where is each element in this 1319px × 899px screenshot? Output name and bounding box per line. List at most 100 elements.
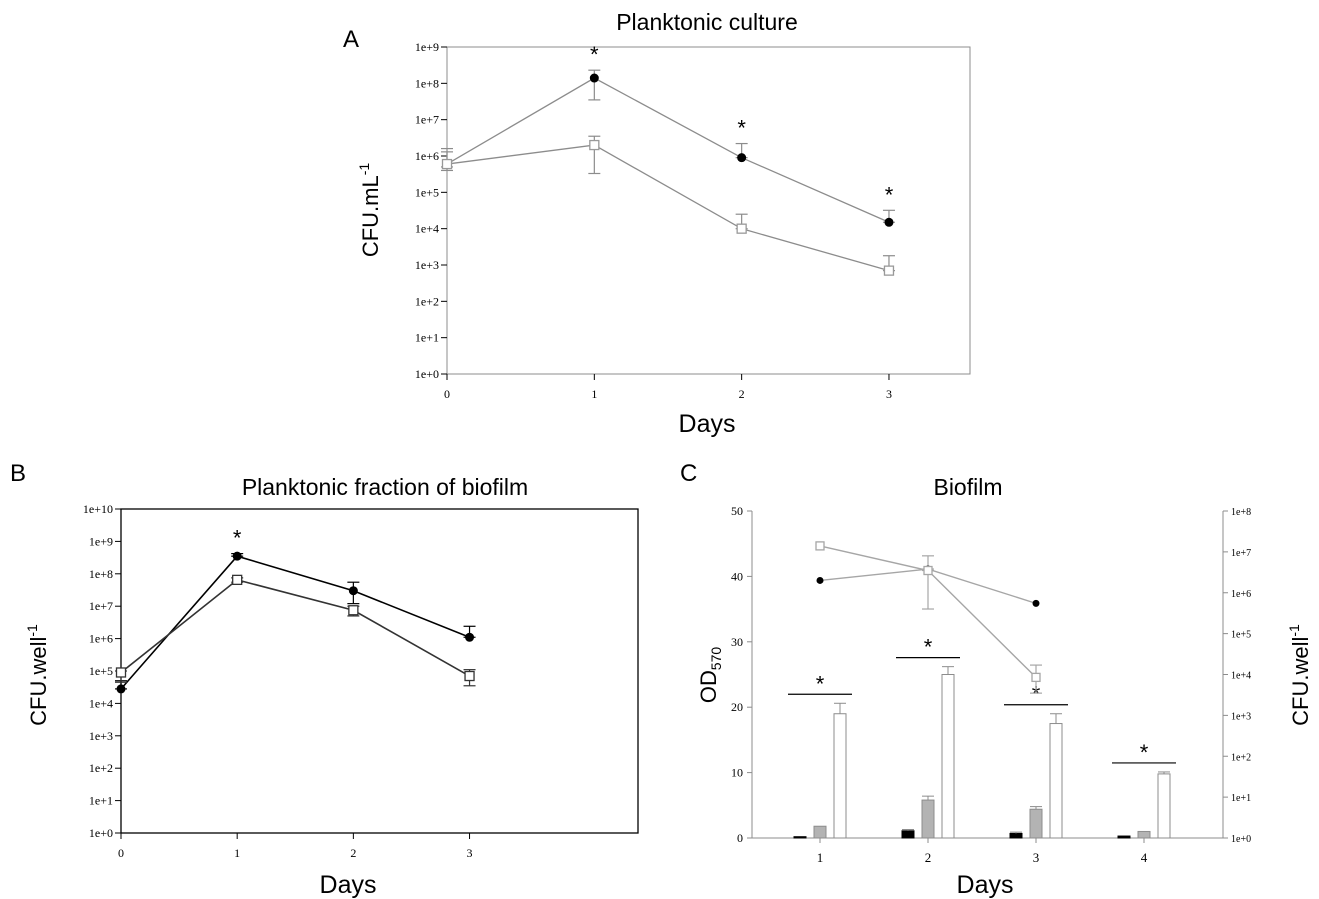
y-tick-label: 1e+8: [415, 76, 439, 90]
y-tick-label: 0: [737, 831, 743, 845]
y-tick-label: 1e+2: [89, 761, 113, 775]
panel-b: B Planktonic fraction of biofilm Days CF…: [10, 460, 639, 899]
panel-letter-a: A: [343, 26, 359, 53]
data-point: [116, 684, 126, 694]
y-tick-label: 40: [731, 569, 743, 583]
x-tick-label: 2: [925, 850, 932, 865]
bar: [793, 836, 807, 839]
data-point: [1032, 599, 1040, 607]
data-point: [115, 667, 127, 678]
y2-tick-label: 1e+6: [1231, 589, 1251, 600]
y-tick-label: 1e+6: [415, 149, 439, 163]
panel-a: A Planktonic culture Days CFU.mL-1 1e+0 1…: [343, 9, 971, 438]
bar: [1137, 830, 1151, 839]
x-tick-label: 4: [1141, 850, 1148, 865]
bar: [941, 674, 955, 839]
bar: [1009, 832, 1023, 839]
data-point: [232, 551, 242, 561]
y-tick-label: 1e+4: [415, 222, 439, 236]
panel-a-title: Planktonic culture: [616, 9, 798, 35]
x-tick-label: 1: [234, 846, 240, 860]
y-tick-label: 1e+1: [415, 331, 439, 345]
y-tick-label: 1e+3: [415, 258, 439, 272]
y-tick-label: 20: [731, 700, 743, 714]
y2-tick-label: 1e+3: [1231, 711, 1251, 722]
y-tick-label: 1e+9: [89, 534, 113, 548]
bar: [1029, 808, 1043, 839]
significance-asterisk: *: [233, 526, 242, 551]
y-tick-label: 1e+1: [89, 794, 113, 808]
significance-asterisk: *: [590, 42, 599, 67]
y-tick-label: 1e+7: [415, 113, 439, 127]
series-line: [446, 77, 890, 223]
y-tick-label: 1e+5: [89, 664, 113, 678]
data-point: [464, 670, 475, 682]
bar: [901, 830, 915, 839]
panel-a-y-axis-label: CFU.mL-1: [356, 163, 383, 258]
data-point: [883, 265, 895, 276]
y2-tick-label: 1e+4: [1231, 671, 1251, 682]
y-tick-label: 1e+8: [89, 567, 113, 581]
bar: [833, 713, 847, 839]
y2-tick-label: 1e+0: [1231, 834, 1251, 845]
data-point: [465, 632, 475, 642]
panel-b-x-axis-label: Days: [320, 871, 377, 899]
series-line: [446, 144, 890, 272]
panel-c-right-y-axis-label: CFU.well-1: [1286, 624, 1313, 726]
significance-asterisk: *: [924, 635, 933, 660]
x-tick-label: 3: [467, 846, 473, 860]
panel-c-y-axis-label: OD570: [696, 647, 724, 704]
y-tick-label: 50: [731, 504, 743, 518]
y2-tick-label: 1e+8: [1231, 507, 1251, 518]
data-point: [232, 574, 243, 586]
bar: [921, 799, 935, 839]
y-tick-label: 10: [731, 766, 743, 780]
data-point: [589, 73, 599, 83]
plot-frame: [120, 508, 639, 834]
y-tick-label: 1e+10: [83, 502, 113, 516]
x-tick-label: 0: [118, 846, 124, 860]
x-tick-label: 2: [739, 387, 745, 401]
panel-c-title: Biofilm: [933, 474, 1002, 500]
y-tick-label: 1e+0: [89, 826, 113, 840]
y2-tick-label: 1e+1: [1231, 793, 1251, 804]
significance-asterisk: *: [885, 182, 894, 207]
data-point: [736, 223, 747, 234]
panel-b-title: Planktonic fraction of biofilm: [242, 474, 528, 500]
y2-tick-label: 1e+7: [1231, 548, 1251, 559]
series-line: [120, 555, 470, 690]
y-tick-label: 1e+4: [89, 696, 113, 710]
x-tick-label: 1: [591, 387, 597, 401]
plot-frame: [446, 46, 971, 375]
bar: [813, 825, 827, 839]
y-tick-label: 1e+5: [415, 185, 439, 199]
x-tick-label: 3: [886, 387, 892, 401]
y-tick-label: 1e+9: [415, 40, 439, 54]
bar: [1049, 723, 1063, 839]
bar: [1157, 773, 1171, 839]
y2-tick-label: 1e+2: [1231, 752, 1251, 763]
y-tick-label: 30: [731, 635, 743, 649]
panel-a-x-axis-label: Days: [679, 410, 736, 438]
significance-asterisk: *: [1032, 682, 1041, 707]
panel-letter-c: C: [680, 460, 697, 487]
significance-asterisk: *: [816, 671, 825, 696]
panel-b-y-axis-label: CFU.well-1: [24, 624, 51, 726]
data-point: [884, 217, 894, 227]
panel-c: C Biofilm Days OD570 CFU.well-1 0 10 20 30 4…: [680, 460, 1313, 899]
data-point: [348, 586, 358, 596]
x-tick-label: 2: [350, 846, 356, 860]
data-point: [923, 565, 933, 576]
data-point: [816, 576, 824, 584]
panel-c-x-axis-label: Days: [957, 871, 1014, 899]
data-point: [815, 541, 825, 551]
y-tick-label: 1e+6: [89, 632, 113, 646]
panel-letter-b: B: [10, 460, 26, 487]
data-point: [441, 158, 453, 170]
data-point: [348, 605, 359, 616]
y-tick-label: 1e+0: [415, 367, 439, 381]
significance-asterisk: *: [1140, 740, 1149, 765]
y-tick-label: 1e+7: [89, 599, 113, 613]
x-tick-label: 3: [1033, 850, 1040, 865]
